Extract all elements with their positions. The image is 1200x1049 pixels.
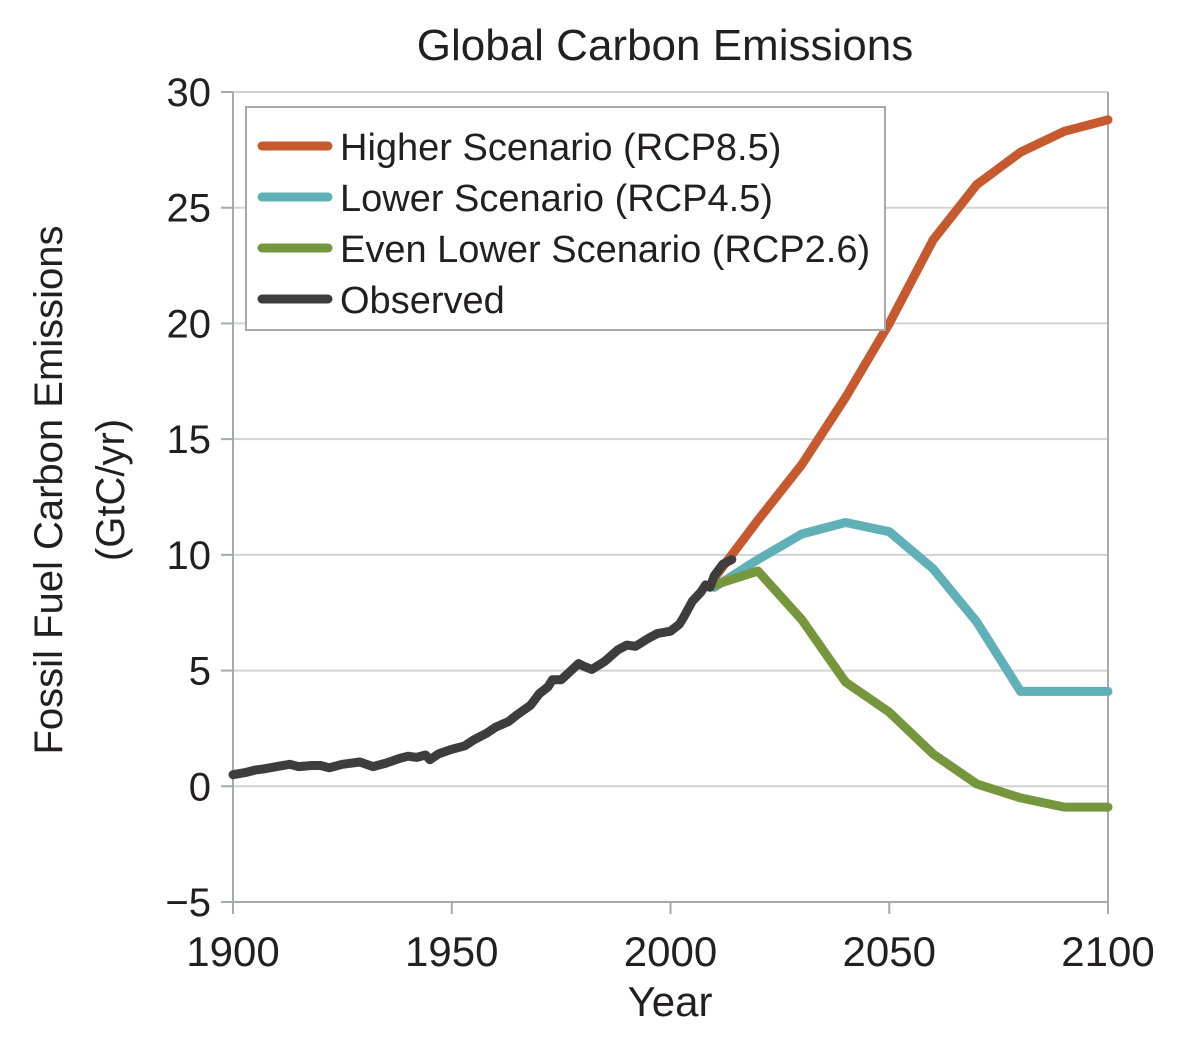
y-tick-label: −5: [165, 881, 211, 925]
x-tick-label: 2050: [843, 928, 936, 975]
chart-title: Global Carbon Emissions: [417, 21, 913, 70]
y-tick-label: 20: [167, 302, 212, 346]
x-tick-label: 2000: [624, 928, 717, 975]
legend-box: [245, 106, 886, 331]
series-line-0: [709, 115, 1113, 583]
y-tick-labels: −5 0 5 10 15 20 25 30: [165, 71, 211, 925]
series-line-2: [709, 566, 1113, 812]
legend-label: Lower Scenario (RCP4.5): [340, 178, 773, 220]
y-tick-label: 25: [167, 187, 212, 231]
y-tick-label: 0: [189, 765, 211, 809]
y-axis-label-line2: (GtC/yr): [89, 419, 133, 561]
legend: Higher Scenario (RCP8.5) Lower Scenario (…: [245, 106, 886, 331]
y-tick-label: 15: [167, 418, 212, 462]
series-lines: [228, 115, 1113, 812]
y-tick-label: 10: [167, 534, 212, 578]
series-line-3: [228, 555, 737, 780]
legend-label: Observed: [340, 280, 505, 322]
y-axis-label-line1: Fossil Fuel Carbon Emissions: [27, 225, 71, 754]
axes: [221, 91, 1109, 914]
legend-label: Even Lower Scenario (RCP2.6): [340, 229, 870, 271]
x-tick-labels: 1900 1950 2000 2050 2100: [186, 928, 1154, 975]
x-tick-label: 1950: [405, 928, 498, 975]
series-line-1: [709, 518, 1113, 696]
legend-label: Higher Scenario (RCP8.5): [340, 127, 781, 169]
y-tick-label: 5: [189, 650, 211, 694]
x-axis-label: Year: [628, 978, 713, 1025]
y-tick-label: 30: [167, 71, 212, 115]
x-tick-label: 2100: [1061, 928, 1154, 975]
x-tick-label: 1900: [186, 928, 279, 975]
